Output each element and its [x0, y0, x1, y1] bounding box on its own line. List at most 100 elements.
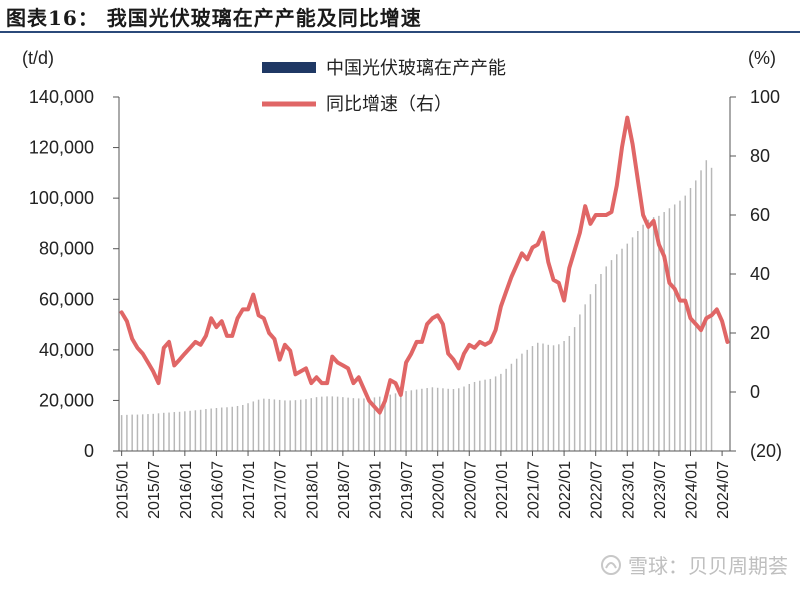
- capacity-bar: [195, 410, 196, 451]
- capacity-bar: [679, 201, 680, 451]
- left-tick-label: 100,000: [29, 188, 94, 208]
- x-tick-label: 2024/07: [715, 461, 732, 519]
- x-tick-label: 2016/07: [209, 461, 226, 519]
- x-tick-label: 2020/01: [431, 461, 448, 519]
- capacity-bar: [447, 389, 448, 451]
- capacity-bar: [247, 403, 248, 451]
- growth-rate-point: [410, 352, 412, 354]
- growth-rate-point: [563, 299, 565, 301]
- growth-rate-point: [584, 205, 586, 207]
- capacity-bar: [432, 387, 433, 451]
- right-axis-unit: (%): [748, 48, 776, 68]
- growth-rate-point: [510, 276, 512, 278]
- growth-rate-point: [336, 361, 338, 363]
- capacity-bar: [595, 284, 596, 451]
- growth-rate-point: [489, 341, 491, 343]
- right-tick-label: 100: [750, 87, 780, 107]
- growth-rate-point: [226, 335, 228, 337]
- x-tick-label: 2022/07: [589, 461, 606, 519]
- growth-rate-point: [126, 320, 128, 322]
- growth-rate-point: [637, 178, 639, 180]
- capacity-bar: [490, 379, 491, 451]
- x-tick-label: 2015/01: [115, 461, 132, 519]
- growth-rate-point: [178, 358, 180, 360]
- capacity-bar: [126, 415, 127, 451]
- capacity-bar: [284, 400, 285, 451]
- capacity-bar: [152, 414, 153, 451]
- x-tick-label: 2023/07: [652, 461, 669, 519]
- capacity-bar: [474, 382, 475, 451]
- capacity-bar: [168, 413, 169, 451]
- growth-rate-point: [247, 308, 249, 310]
- growth-rate-point: [668, 282, 670, 284]
- legend-bar-label: 中国光伏玻璃在产产能: [326, 58, 506, 79]
- growth-rate-point: [147, 361, 149, 363]
- capacity-bar: [653, 217, 654, 451]
- growth-rate-point: [526, 258, 528, 260]
- x-tick-label: 2018/07: [336, 461, 353, 519]
- capacity-bar: [142, 414, 143, 451]
- left-tick-label: 0: [84, 441, 94, 461]
- capacity-bar: [558, 344, 559, 451]
- growth-rate-point: [257, 314, 259, 316]
- capacity-bar: [521, 354, 522, 451]
- x-tick-label: 2019/01: [367, 461, 384, 519]
- growth-rate-point: [726, 341, 728, 343]
- left-tick-label: 20,000: [39, 390, 94, 410]
- capacity-bar: [347, 398, 348, 451]
- growth-rate-point: [368, 400, 370, 402]
- capacity-bar: [158, 413, 159, 451]
- growth-rate-point: [221, 320, 223, 322]
- growth-rate-point: [494, 329, 496, 331]
- growth-rate-point: [120, 311, 122, 313]
- growth-rate-point: [242, 308, 244, 310]
- growth-rate-point: [679, 299, 681, 301]
- growth-rate-point: [352, 382, 354, 384]
- capacity-bar: [363, 398, 364, 451]
- growth-rate-point: [663, 255, 665, 257]
- growth-rate-point: [252, 293, 254, 295]
- capacity-bar: [121, 415, 122, 451]
- capacity-bar: [311, 398, 312, 451]
- growth-rate-point: [484, 344, 486, 346]
- snowball-logo-icon: [600, 554, 622, 576]
- capacity-bar: [400, 392, 401, 451]
- capacity-bar: [569, 336, 570, 451]
- capacity-bar: [426, 388, 427, 451]
- x-tick-label: 2015/07: [146, 461, 163, 519]
- capacity-bar: [674, 204, 675, 451]
- capacity-bar: [353, 398, 354, 451]
- legend-bar-swatch: [262, 62, 316, 73]
- capacity-bar: [147, 414, 148, 451]
- capacity-bar: [627, 244, 628, 451]
- x-tick-label: 2024/01: [683, 461, 700, 519]
- growth-rate-point: [363, 388, 365, 390]
- growth-rate-point: [594, 214, 596, 216]
- growth-rate-point: [447, 352, 449, 354]
- growth-rate-point: [210, 317, 212, 319]
- capacity-bar: [505, 369, 506, 451]
- growth-rate-point: [610, 211, 612, 213]
- capacity-bar: [605, 266, 606, 451]
- left-tick-label: 80,000: [39, 239, 94, 259]
- growth-rate-point: [268, 332, 270, 334]
- x-tick-label: 2022/01: [557, 461, 574, 519]
- capacity-bar: [706, 160, 707, 451]
- capacity-bar: [295, 400, 296, 451]
- capacity-bar: [542, 344, 543, 451]
- growth-rate-point: [631, 143, 633, 145]
- capacity-bar: [289, 400, 290, 451]
- growth-rate-point: [647, 226, 649, 228]
- growth-rate-point: [463, 352, 465, 354]
- growth-rate-point: [589, 223, 591, 225]
- growth-rate-point: [705, 317, 707, 319]
- left-tick-label: 140,000: [29, 87, 94, 107]
- growth-rate-point: [157, 382, 159, 384]
- x-tick-label: 2019/07: [399, 461, 416, 519]
- capacity-bar: [368, 398, 369, 451]
- capacity-bar: [411, 390, 412, 451]
- growth-rate-point: [716, 308, 718, 310]
- capacity-bar: [684, 196, 685, 451]
- capacity-bar: [279, 400, 280, 451]
- growth-rate-point: [236, 317, 238, 319]
